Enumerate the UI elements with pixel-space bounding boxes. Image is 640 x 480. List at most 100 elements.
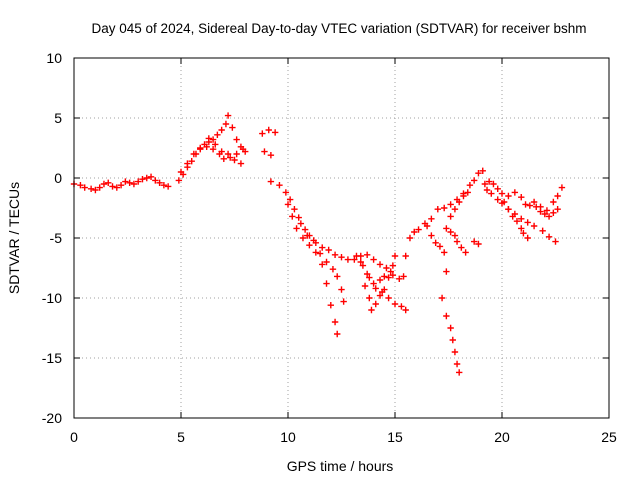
- data-point: [441, 204, 448, 212]
- data-point: [526, 202, 534, 209]
- y-tick-label: 5: [54, 110, 62, 126]
- data-point: [443, 225, 450, 232]
- data-point: [363, 270, 371, 278]
- data-point: [209, 136, 217, 143]
- data-point: [353, 252, 360, 260]
- data-point: [447, 213, 454, 220]
- data-point: [334, 273, 341, 280]
- data-point: [289, 213, 296, 220]
- data-point: [513, 218, 521, 225]
- data-point: [312, 249, 320, 256]
- data-point: [466, 182, 474, 189]
- data-point: [286, 196, 294, 203]
- data-point: [282, 189, 290, 196]
- x-tick-label: 0: [70, 429, 78, 445]
- data-point: [209, 146, 217, 153]
- data-point: [212, 141, 219, 148]
- data-point: [398, 303, 405, 310]
- data-point: [351, 256, 358, 263]
- data-point: [385, 294, 392, 302]
- data-point: [316, 250, 324, 257]
- data-point: [389, 272, 397, 279]
- data-point: [406, 234, 414, 242]
- data-point: [447, 324, 454, 332]
- data-point: [96, 184, 103, 191]
- data-point: [87, 185, 95, 192]
- data-point: [505, 206, 512, 213]
- data-point: [105, 179, 112, 186]
- data-point: [372, 285, 379, 292]
- data-point: [376, 292, 384, 299]
- data-point: [92, 186, 99, 194]
- data-point: [494, 196, 501, 203]
- data-point: [366, 274, 373, 281]
- data-point: [518, 225, 525, 232]
- data-point: [370, 256, 377, 263]
- grid-lines: [74, 58, 609, 418]
- data-point: [220, 155, 227, 162]
- data-point: [261, 148, 268, 155]
- data-point: [483, 186, 491, 194]
- data-point: [451, 206, 459, 213]
- data-point: [423, 222, 431, 230]
- data-point: [323, 280, 330, 287]
- data-point: [363, 251, 371, 258]
- data-point: [304, 232, 311, 239]
- data-point: [276, 182, 283, 189]
- data-point: [366, 294, 373, 302]
- data-point: [451, 232, 459, 239]
- data-point: [509, 213, 516, 220]
- data-point: [177, 168, 185, 176]
- data-point: [511, 189, 519, 196]
- data-point: [310, 237, 317, 244]
- data-point: [152, 177, 159, 184]
- data-point: [456, 198, 463, 206]
- data-point: [464, 189, 471, 196]
- data-point: [383, 264, 390, 272]
- data-point: [271, 129, 279, 136]
- data-point: [205, 135, 213, 142]
- data-point: [402, 306, 409, 314]
- data-point: [460, 192, 467, 200]
- data-point: [327, 302, 334, 309]
- data-point: [411, 228, 418, 236]
- data-point: [338, 254, 345, 261]
- data-point: [441, 249, 448, 256]
- data-point: [389, 262, 397, 269]
- data-point: [368, 306, 375, 314]
- data-points: [70, 112, 566, 376]
- data-point: [447, 228, 454, 236]
- data-point: [203, 143, 210, 150]
- data-point: [443, 312, 450, 320]
- data-point: [117, 182, 125, 189]
- data-point: [376, 261, 384, 268]
- data-point: [297, 220, 305, 227]
- data-point: [415, 226, 422, 233]
- x-tick-label: 20: [494, 429, 510, 445]
- data-point: [376, 276, 384, 284]
- data-point: [359, 262, 367, 269]
- data-point: [218, 126, 225, 134]
- data-point: [490, 180, 497, 188]
- data-point: [558, 184, 566, 191]
- y-tick-label: 10: [46, 50, 62, 66]
- data-point: [505, 192, 512, 200]
- data-point: [291, 206, 298, 213]
- data-point: [319, 244, 326, 251]
- data-point: [554, 206, 561, 213]
- data-point: [231, 156, 238, 164]
- data-point: [295, 214, 302, 221]
- data-point: [428, 232, 435, 239]
- data-point: [520, 230, 527, 237]
- data-point: [122, 178, 129, 185]
- data-point: [334, 330, 341, 338]
- data-point: [387, 268, 394, 275]
- x-tick-label: 25: [601, 429, 617, 445]
- data-point: [239, 146, 247, 153]
- data-point: [130, 180, 138, 188]
- data-point: [434, 206, 441, 213]
- data-point: [237, 160, 245, 167]
- data-point: [475, 170, 482, 177]
- y-tick-label: 0: [54, 170, 62, 186]
